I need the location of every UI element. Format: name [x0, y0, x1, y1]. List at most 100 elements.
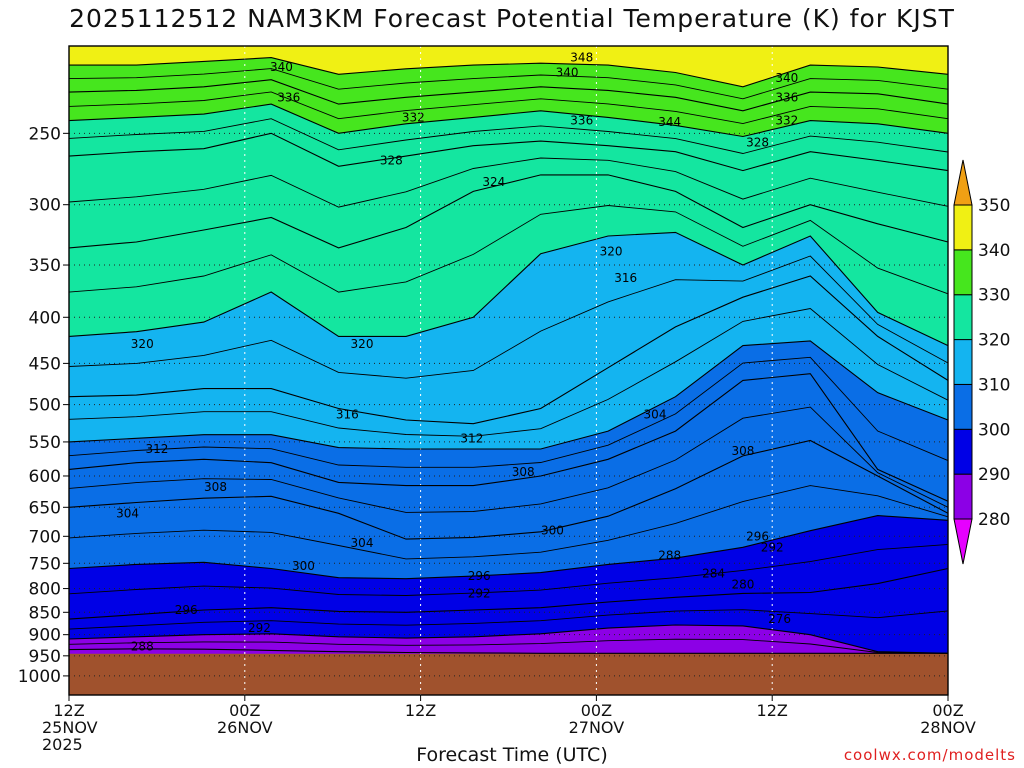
x-tick-label: 28NOV: [920, 718, 976, 737]
colorbar-segment-310: [953, 339, 973, 385]
contour-line-minor-317: [68, 255, 949, 379]
y-tick-label: 600: [29, 467, 61, 487]
contour-label: 296: [175, 603, 198, 617]
contour-line-minor-305: [68, 406, 949, 513]
contour-label: 332: [775, 114, 798, 128]
y-tick-label: 500: [29, 396, 61, 416]
contour-line-minor-329: [68, 118, 949, 154]
plot-frame: [68, 45, 949, 696]
x-axis-label: Forecast Time (UTC): [416, 744, 608, 766]
contour-label: 296: [746, 529, 769, 543]
contour-line-minor-313: [68, 308, 949, 437]
contour-line-292: [68, 624, 949, 654]
colorbar-extend-bottom: [953, 518, 973, 565]
colorbar-label: 350: [978, 196, 1010, 216]
contour-line-300: [68, 515, 949, 580]
contour-label: 316: [336, 408, 359, 422]
x-tick-label: 27NOV: [569, 718, 625, 737]
fill-band-340: [69, 46, 948, 87]
contour-line-316: [68, 275, 949, 425]
colorbar-label: 340: [978, 241, 1010, 261]
contour-line-296: [68, 567, 949, 620]
x-tick-label: 12Z: [757, 701, 788, 720]
y-tick-label: 250: [29, 124, 61, 144]
contour-line-312: [68, 340, 949, 450]
contour-label: 320: [351, 337, 374, 351]
y-tick-label: 350: [29, 256, 61, 276]
x-tick-label: 2025: [42, 735, 83, 754]
contour-label: 308: [512, 465, 535, 479]
y-tick-label: 750: [29, 554, 61, 574]
y-tick-label: 400: [29, 308, 61, 328]
contour-label: 300: [292, 559, 315, 573]
colorbar-extend-top: [953, 159, 973, 206]
x-tick-label: 26NOV: [217, 718, 273, 737]
contour-label: 280: [731, 578, 754, 592]
y-tick-label: 850: [29, 603, 61, 623]
x-tick-label: 25NOV: [42, 718, 98, 737]
contour-line-304: [68, 439, 949, 540]
contour-label: 340: [270, 60, 293, 74]
contour-label: 336: [775, 90, 798, 104]
colorbar-label: 320: [978, 331, 1010, 351]
y-tick-label: 300: [29, 196, 61, 216]
colorbar-segment-300: [953, 383, 973, 430]
contour-line-minor-337: [68, 68, 949, 100]
y-tick-label: 950: [29, 647, 61, 667]
x-tick-label: 00Z: [932, 701, 963, 720]
contour-line-324: [68, 174, 949, 249]
contour-line-minor-293: [68, 609, 949, 630]
contour-line-minor-297: [68, 543, 949, 596]
contour-label: 324: [482, 175, 505, 189]
contour-label: 312: [145, 442, 168, 456]
colorbar-label: 310: [978, 375, 1010, 395]
x-tick-label: 00Z: [581, 701, 612, 720]
ground-below-surface: [69, 653, 948, 695]
contour-label: 292: [248, 621, 271, 635]
contour-line-minor-321: [68, 205, 949, 295]
y-tick-label: 550: [29, 433, 61, 453]
x-tick-label: 12Z: [405, 701, 436, 720]
contour-label: 336: [277, 90, 300, 104]
contour-line-minor-325: [68, 157, 949, 208]
contour-label: 344: [658, 115, 681, 129]
x-tick-label: 00Z: [229, 701, 260, 720]
contour-label: 348: [570, 51, 593, 65]
colorbar-label: 330: [978, 286, 1010, 306]
colorbar-label: 290: [978, 465, 1010, 485]
contour-label: 328: [380, 154, 403, 168]
contour-label: 276: [768, 612, 791, 626]
colorbar-segment-330: [953, 249, 973, 296]
colorbar-segment-280: [953, 473, 973, 520]
contour-label: 304: [644, 408, 667, 422]
chart-title: 2025112512 NAM3KM Forecast Potential Tem…: [69, 4, 955, 33]
contour-label: 320: [600, 244, 623, 258]
contour-label: 320: [131, 337, 154, 351]
contour-line-308: [68, 373, 949, 502]
contour-label: 288: [131, 640, 154, 654]
colorbar-segment-290: [953, 428, 973, 475]
contour-line-minor-301: [68, 485, 949, 560]
colorbar-segment-320: [953, 294, 973, 341]
contour-label: 332: [402, 110, 425, 124]
contour-label: 316: [614, 271, 637, 285]
contour-line-minor-309: [68, 356, 949, 468]
contour-label: 292: [761, 540, 784, 554]
y-tick-label: 900: [29, 626, 61, 646]
colorbar-label: 300: [978, 420, 1010, 440]
contour-label: 300: [541, 524, 564, 538]
contour-label: 336: [570, 114, 593, 128]
contour-line-336: [68, 79, 949, 112]
contour-line-340: [69, 57, 949, 88]
contour-label: 304: [116, 506, 139, 520]
contour-label: 328: [746, 136, 769, 150]
credit-link[interactable]: coolwx.com/modelts: [843, 746, 1016, 764]
contour-line-minor-333: [68, 91, 949, 125]
contour-line-minor-289: [68, 638, 949, 654]
contour-label: 312: [460, 431, 483, 445]
contour-line-320: [68, 231, 949, 347]
colorbar-label: 280: [978, 510, 1010, 530]
y-tick-label: 650: [29, 498, 61, 518]
contour-label: 284: [702, 567, 725, 581]
